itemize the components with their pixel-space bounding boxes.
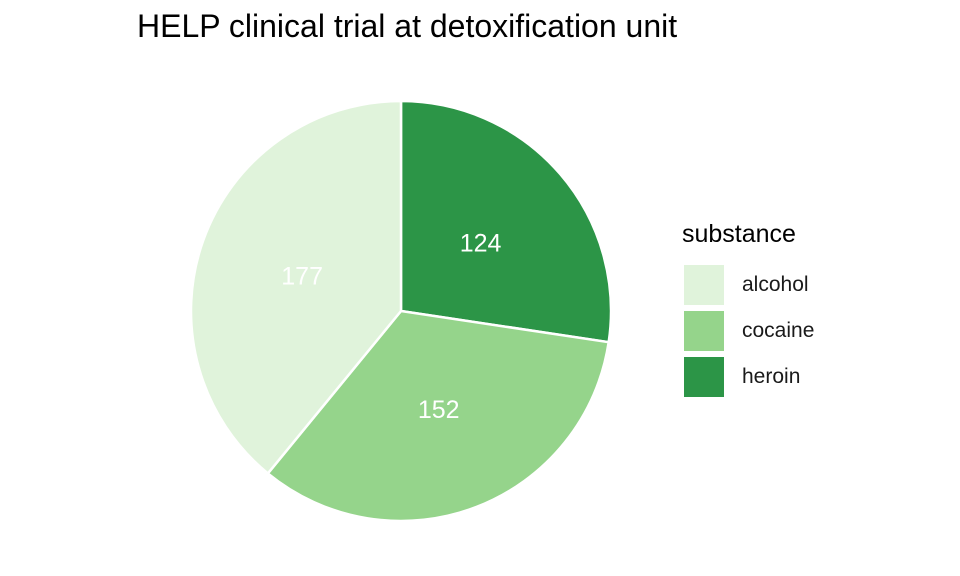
legend-item-alcohol: alcohol	[682, 262, 814, 308]
legend-label-heroin: heroin	[742, 365, 801, 388]
chart-title: HELP clinical trial at detoxification un…	[137, 8, 678, 44]
slice-label-heroin: 124	[460, 229, 502, 257]
pie-slice-alcohol	[189, 99, 403, 476]
legend-item-heroin: heroin	[682, 354, 814, 400]
legend-item-cocaine: cocaine	[682, 308, 814, 354]
legend-key-heroin	[684, 357, 724, 397]
pie-slice-cocaine	[266, 309, 611, 523]
legend-title: substance	[682, 220, 796, 248]
slice-label-alcohol: 177	[281, 263, 323, 291]
legend: substance alcohol cocaine heroin	[682, 220, 814, 400]
legend-key-cocaine	[684, 311, 724, 351]
legend-label-alcohol: alcohol	[742, 273, 809, 296]
legend-label-cocaine: cocaine	[742, 319, 815, 342]
slice-label-cocaine: 152	[418, 396, 460, 424]
legend-key-alcohol	[684, 265, 724, 305]
pie-slice-heroin	[399, 99, 613, 344]
